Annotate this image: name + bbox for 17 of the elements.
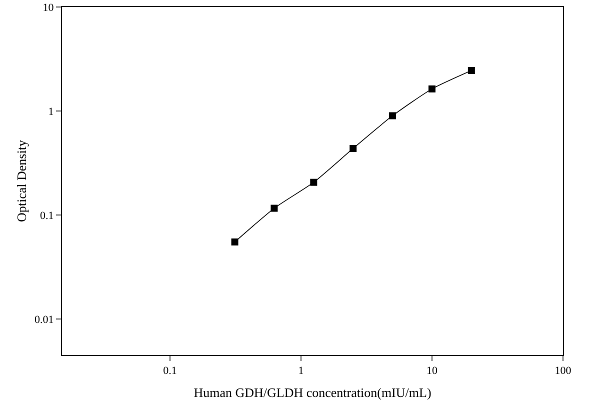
x-tick-label: 100 [554, 365, 572, 378]
point [270, 204, 278, 212]
x-tick-label: 10 [426, 365, 438, 378]
x-axis-title: Human GDH/GLDH concentration(mIU/mL) [194, 385, 432, 400]
y-tick-label: 10 [42, 2, 54, 14]
y-tick-label: 0.1 [40, 210, 54, 222]
point [389, 112, 396, 120]
y-axis-title: Optical Density [14, 140, 29, 222]
point [468, 67, 475, 74]
point [428, 85, 436, 92]
x-tick-label: 1 [298, 365, 304, 378]
point [310, 178, 318, 186]
point [350, 144, 357, 152]
x-tick-label: 0.1 [163, 365, 177, 378]
y-tick-label: 0.01 [34, 314, 54, 326]
point [231, 238, 238, 246]
y-tick-label: 1 [48, 106, 54, 118]
